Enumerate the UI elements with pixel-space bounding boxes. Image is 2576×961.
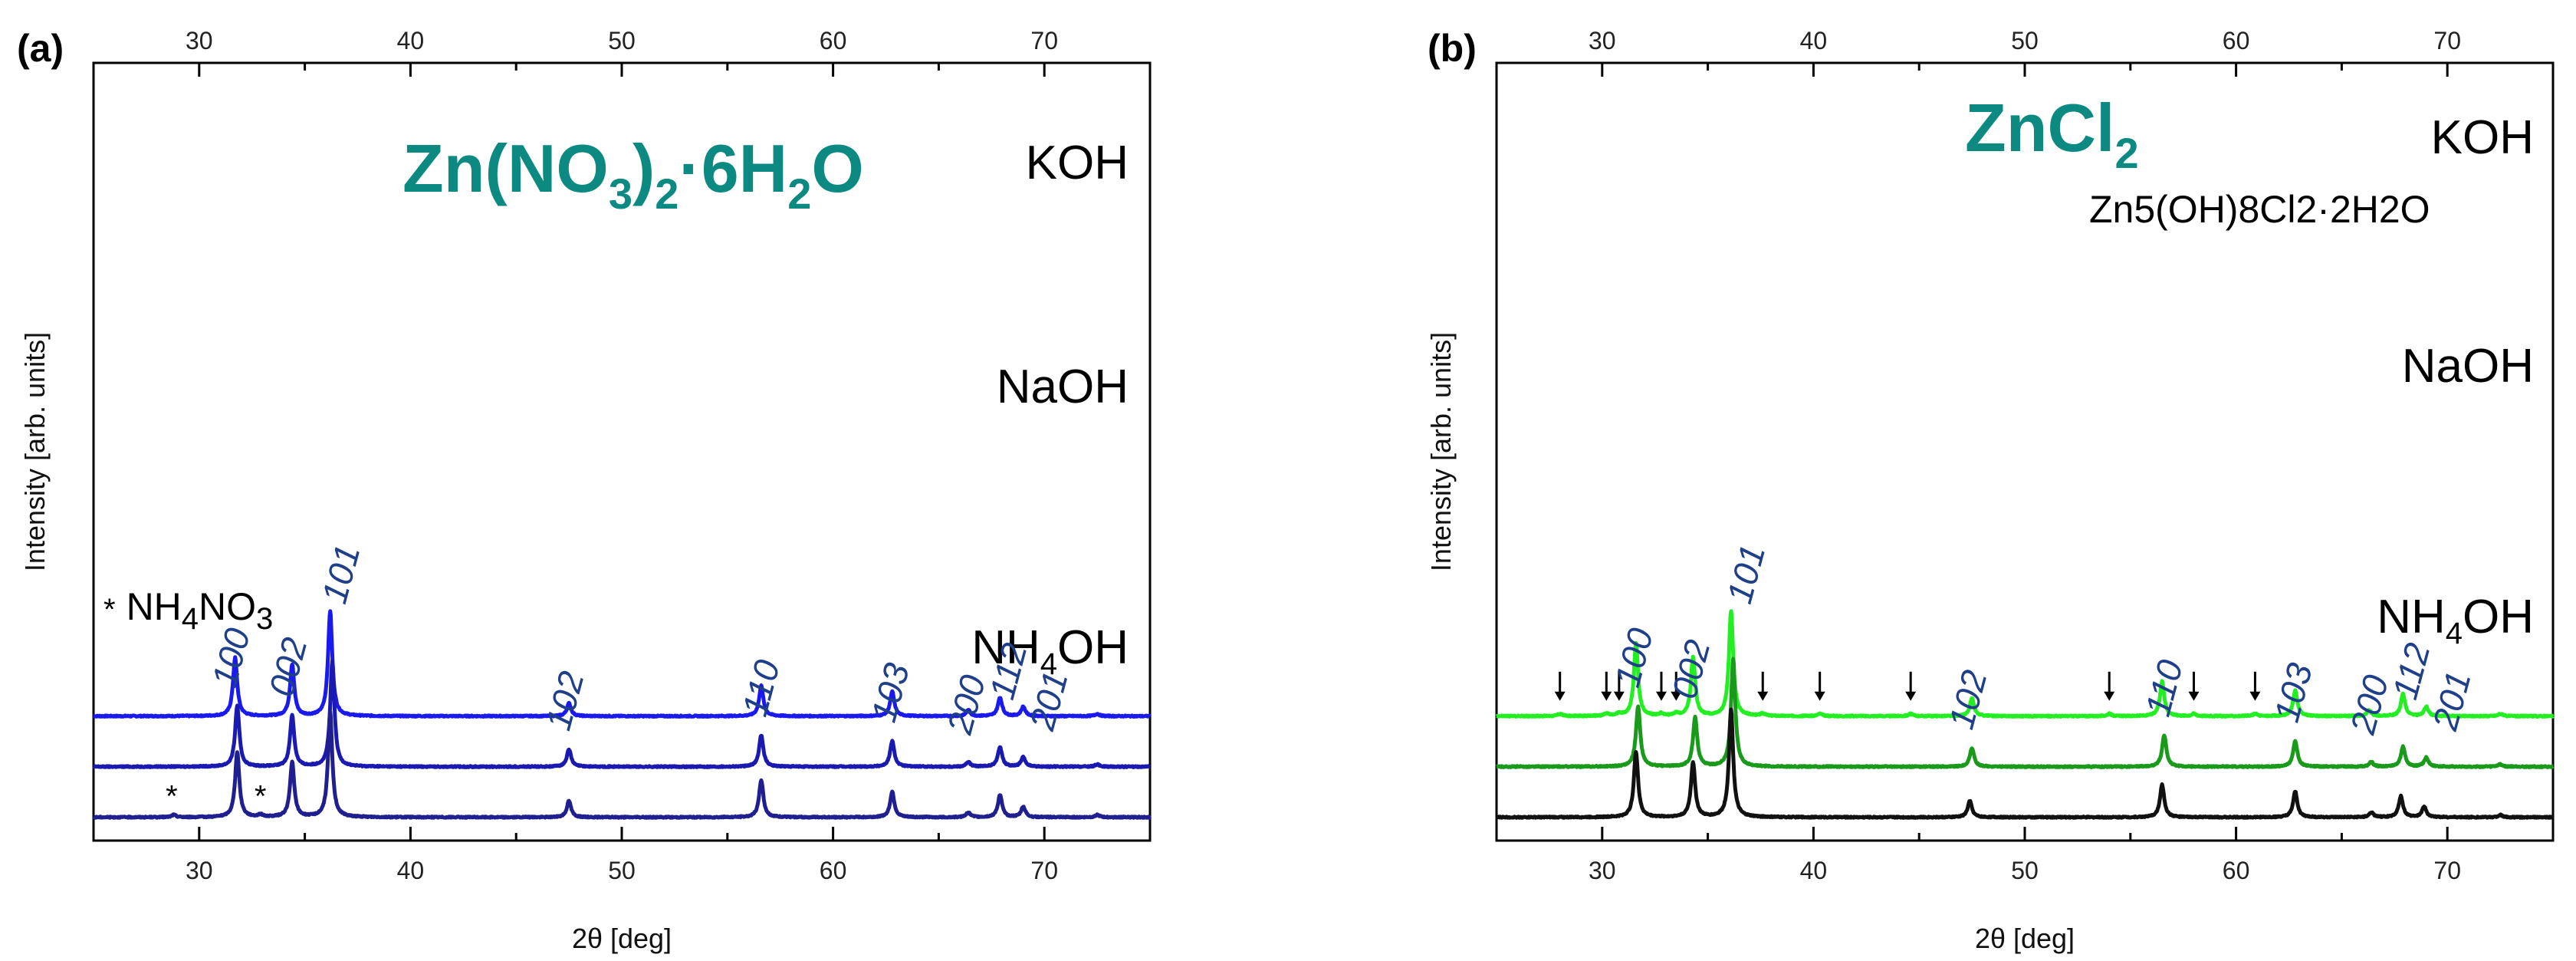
phase-arrow-head <box>1905 691 1917 701</box>
panel-b-title: ZnCl2 <box>1965 90 2139 177</box>
hkl-label-102: 102 <box>538 667 592 735</box>
x-tick-label-top: 70 <box>1030 27 1058 54</box>
phase-arrow-head <box>1814 691 1825 701</box>
panel-a-axis-ticks: 30 40 50 60 70 30 40 50 60 70 <box>92 27 1152 884</box>
hkl-label-100: 100 <box>1607 624 1661 691</box>
x-tick-label-bottom: 40 <box>1800 857 1828 884</box>
panel-a-ylabel: Intensity [arb. units] <box>19 332 51 571</box>
series-label-nh4oh-a: NH4OH <box>971 621 1129 681</box>
panel-b-axis-ticks: 30 40 50 60 70 30 40 50 60 70 <box>1495 27 2555 884</box>
panel-a-star-marks: * * <box>166 780 266 814</box>
phase-arrow-head <box>1757 691 1769 701</box>
panel-a-xlabel: 2θ [deg] <box>572 923 672 954</box>
x-tick-label-bottom: 50 <box>608 857 636 884</box>
series-label-naoh-b: NaOH <box>2402 340 2534 393</box>
x-tick-label-top: 70 <box>2433 27 2461 54</box>
x-tick-label-top: 60 <box>820 27 847 54</box>
panel-a: (a) 30 40 50 60 70 30 40 50 60 70 Zn(NO3)2·6H2O K… <box>17 27 1152 954</box>
panel-b-label: (b) <box>1428 27 1477 70</box>
phase-arrow-head <box>1655 691 1667 701</box>
panel-b-plot-frame <box>1495 61 2555 842</box>
x-tick-label-bottom: 60 <box>2223 857 2250 884</box>
phase-arrow-head <box>1671 691 1682 701</box>
phase-arrow-head <box>1613 691 1625 701</box>
x-tick-label-top: 40 <box>1800 27 1828 54</box>
phase-arrow-head <box>1554 691 1566 701</box>
x-tick-label-bottom: 70 <box>2433 857 2461 884</box>
nh4no3-star-mark: * <box>255 780 267 814</box>
hkl-label-101: 101 <box>314 541 367 608</box>
series-naoh-curve <box>92 659 1152 769</box>
x-tick-label-top: 40 <box>397 27 425 54</box>
panel-b-series <box>1495 609 2555 820</box>
panel-a-series <box>92 609 1152 820</box>
x-tick-label-top: 30 <box>186 27 213 54</box>
nh4no3-star-mark: * <box>166 780 178 814</box>
phase-arrow-head <box>2104 691 2115 701</box>
x-tick-label-bottom: 30 <box>186 857 213 884</box>
series-naoh-curve <box>1495 657 2555 769</box>
panel-a-title: Zn(NO3)2·6H2O <box>402 130 864 218</box>
x-tick-label-bottom: 40 <box>397 857 425 884</box>
hkl-label-110: 110 <box>2137 655 2190 720</box>
x-tick-label-bottom: 70 <box>1030 857 1058 884</box>
panel-a-label: (a) <box>17 27 64 70</box>
series-label-koh-a: KOH <box>1026 137 1129 189</box>
series-label-nh4oh-b: NH4OH <box>2377 591 2534 650</box>
series-label-naoh-a: NaOH <box>997 360 1129 413</box>
phase-arrow-head <box>2249 691 2261 701</box>
panel-b-xlabel: 2θ [deg] <box>1975 923 2075 954</box>
series-nh4oh-curve <box>92 709 1152 820</box>
hkl-label-002: 002 <box>261 634 314 701</box>
x-tick-label-bottom: 30 <box>1589 857 1616 884</box>
x-tick-label-top: 50 <box>608 27 636 54</box>
panel-b-phase-arrows <box>1554 671 2261 701</box>
hkl-label-100: 100 <box>204 624 258 691</box>
x-tick-label-bottom: 60 <box>820 857 847 884</box>
series-nh4oh-curve <box>1495 707 2555 820</box>
hkl-label-102: 102 <box>1941 666 1995 733</box>
panel-b-ylabel: Intensity [arb. units] <box>1425 332 1457 571</box>
hkl-label-112: 112 <box>2384 639 2437 703</box>
x-tick-label-top: 50 <box>2011 27 2039 54</box>
phase-arrow-head <box>1601 691 1612 701</box>
series-label-koh-b: KOH <box>2431 111 2534 164</box>
phase-arrow-head <box>2188 691 2200 701</box>
hkl-label-110: 110 <box>734 655 787 720</box>
x-tick-label-bottom: 50 <box>2011 857 2039 884</box>
hkl-label-201: 201 <box>2424 667 2478 736</box>
hkl-label-002: 002 <box>1664 636 1717 703</box>
series-koh-curve <box>92 609 1152 719</box>
phase-note-zn5oh8cl2: Zn5(OH)8Cl2·2H2O <box>2089 188 2430 231</box>
hkl-label-201: 201 <box>1021 667 1075 736</box>
x-tick-label-top: 60 <box>2223 27 2250 54</box>
x-tick-label-top: 30 <box>1589 27 1616 54</box>
hkl-label-101: 101 <box>1719 541 1773 608</box>
nh4no3-marker-note: * NH4NO3 <box>104 585 273 636</box>
series-koh-curve <box>1495 609 2555 719</box>
